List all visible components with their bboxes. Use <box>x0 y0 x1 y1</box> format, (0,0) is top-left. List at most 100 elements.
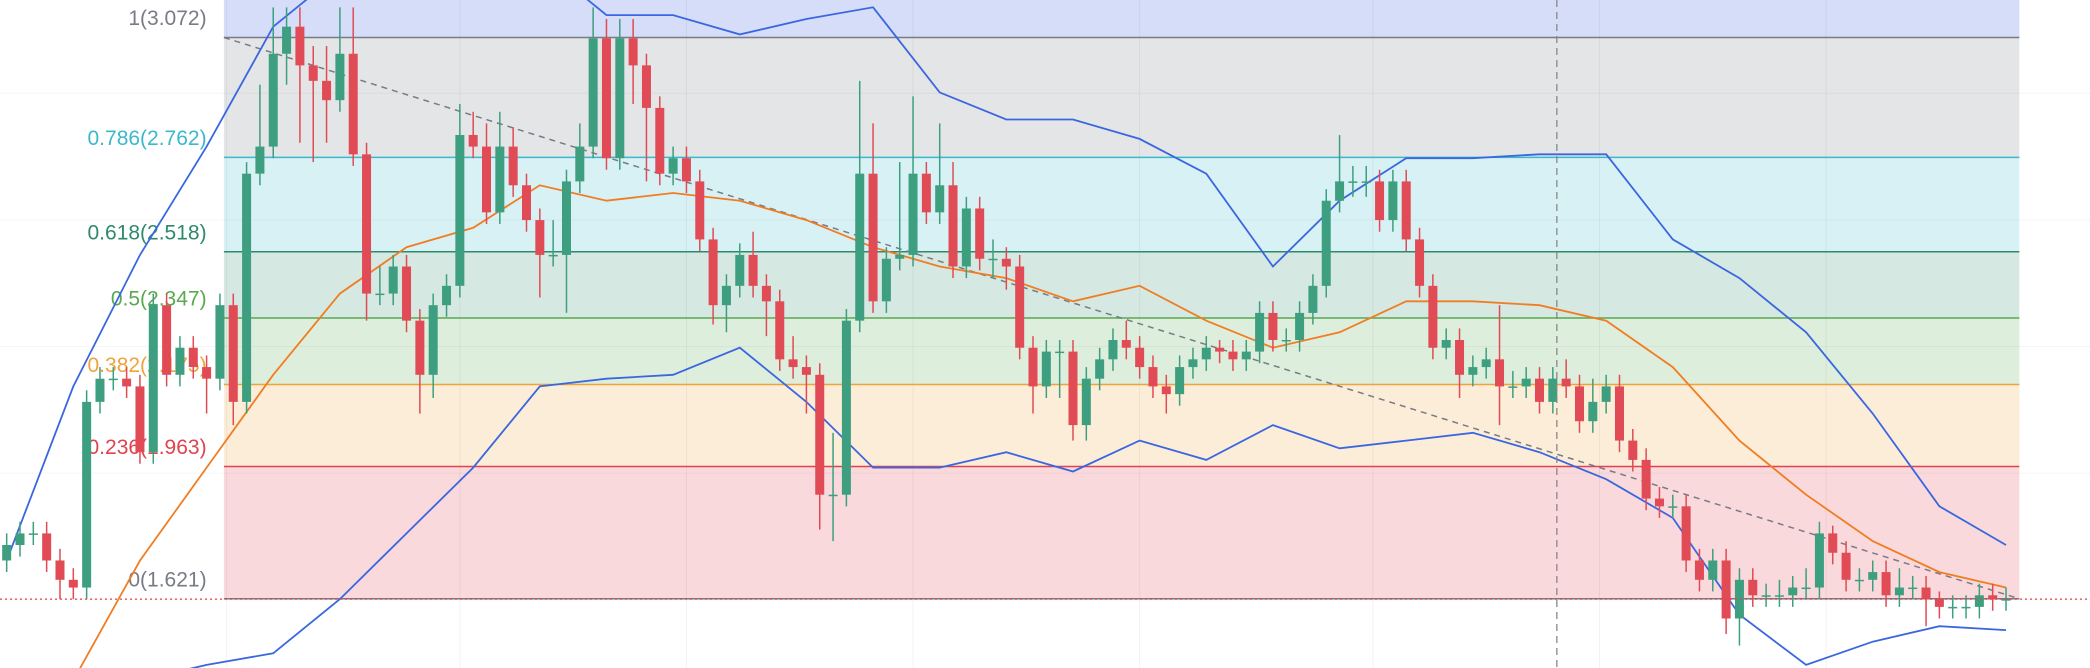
candle-body <box>908 173 918 255</box>
candle-body <box>1535 378 1545 402</box>
candle-body <box>2 544 12 561</box>
candle-body <box>1681 506 1691 561</box>
candle-body <box>55 560 65 580</box>
candle-body <box>1908 587 1918 590</box>
candle-body <box>268 53 278 147</box>
candle-body <box>255 146 265 174</box>
candle-body <box>95 378 105 402</box>
candle-body <box>628 38 638 66</box>
candle-body <box>1814 533 1824 588</box>
candle-body <box>202 367 212 379</box>
candle-body <box>855 173 865 321</box>
candle-body <box>1694 560 1704 580</box>
candle-body <box>1601 386 1611 402</box>
candle-body <box>1308 285 1318 313</box>
candle-body <box>1481 359 1491 368</box>
candle-body <box>308 65 318 81</box>
candle-body <box>1068 351 1078 426</box>
candle-body <box>548 254 558 257</box>
candle-body <box>1361 181 1371 183</box>
candle-body <box>1241 351 1251 360</box>
candle-body <box>1628 440 1638 460</box>
candle-body <box>1135 347 1145 368</box>
candle-body <box>801 367 811 375</box>
candle-body <box>1415 239 1425 286</box>
candle-body <box>1788 587 1798 596</box>
candle-body <box>148 305 158 453</box>
candle-body <box>1761 595 1771 597</box>
candle-body <box>415 320 425 375</box>
candle-body <box>455 134 465 286</box>
candle-body <box>468 134 478 147</box>
candle-body <box>1881 572 1891 596</box>
candle-body <box>1295 312 1305 340</box>
candle-body <box>1574 386 1584 422</box>
candle-body <box>1388 181 1398 221</box>
fib-zone <box>223 251 2020 318</box>
fib-zone <box>223 37 2020 158</box>
candle-body <box>1428 285 1438 348</box>
candle-body <box>1121 339 1131 348</box>
candle-body <box>1468 367 1478 375</box>
fib-zone <box>223 157 2020 252</box>
candle-body <box>1455 339 1465 375</box>
candle-body <box>1921 587 1931 600</box>
candle-body <box>1055 351 1065 354</box>
candle-body <box>28 533 38 535</box>
candle-body <box>1841 552 1851 580</box>
candle-body <box>1348 181 1358 183</box>
candle-body <box>1668 506 1678 508</box>
fib-label: 0.236(1.963) <box>88 436 207 459</box>
candle-body <box>1401 181 1411 240</box>
candle-body <box>1934 599 1944 607</box>
candle-body <box>935 185 945 213</box>
candle-body <box>2001 599 2011 601</box>
candle-body <box>1215 347 1225 352</box>
candle-body <box>122 378 132 387</box>
candle-body <box>761 285 771 302</box>
candle-body <box>748 254 758 286</box>
candle-body <box>1228 351 1238 360</box>
candle-body <box>975 208 985 259</box>
candle-body <box>641 65 651 108</box>
candle-body <box>215 305 225 379</box>
candle-body <box>242 173 252 402</box>
candle-body <box>1148 367 1158 387</box>
candle-body <box>1548 378 1558 402</box>
candle-body <box>1774 595 1784 597</box>
candle-body <box>1828 533 1838 553</box>
candle-body <box>1801 587 1811 590</box>
candle-body <box>282 26 292 54</box>
candle-body <box>1441 339 1451 348</box>
fib-zone <box>223 317 2020 385</box>
candle-body <box>495 146 505 213</box>
candle-body <box>1095 359 1105 379</box>
candle-body <box>828 494 838 497</box>
candle-body <box>1988 595 1998 600</box>
candle-body <box>1641 459 1651 499</box>
candle-body <box>735 254 745 286</box>
candle-body <box>521 185 531 221</box>
candle-body <box>881 258 891 302</box>
candle-body <box>1175 367 1185 395</box>
candle-body <box>228 305 238 402</box>
fib-label: 1(3.072) <box>128 7 206 30</box>
trend-line <box>223 36 2020 600</box>
fib-zone <box>223 466 2020 599</box>
candle-body <box>575 146 585 182</box>
candle-body <box>442 285 452 306</box>
candle-body <box>1495 359 1505 387</box>
fib-zone <box>223 384 2020 467</box>
candle-body <box>295 26 305 66</box>
candle-body <box>1375 181 1385 221</box>
candle-body <box>961 208 971 267</box>
candle-body <box>1654 498 1664 507</box>
candle-body <box>1894 587 1904 596</box>
candle-body <box>695 181 705 240</box>
candle-body <box>1001 258 1011 267</box>
candle-body <box>1081 378 1091 426</box>
candle-body <box>1188 359 1198 368</box>
candle-body <box>948 185 958 267</box>
fib-label: 0.786(2.762) <box>88 127 207 150</box>
